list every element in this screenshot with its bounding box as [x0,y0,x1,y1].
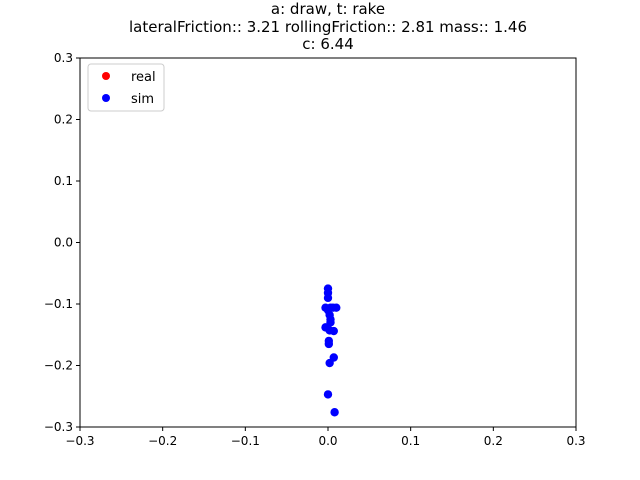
chart-title-line-1: a: draw, t: rake [271,0,385,18]
legend-label-sim: sim [131,92,154,107]
x-tick-label: −0.3 [65,434,94,448]
y-tick-label: −0.3 [44,420,73,434]
x-tick-label: −0.2 [148,434,177,448]
chart-title-line-3: c: 6.44 [302,35,353,53]
x-tick-label: 0.3 [566,434,585,448]
y-tick-label: 0.1 [54,174,73,188]
data-point-sim [324,339,334,349]
y-tick-label: 0.0 [54,236,73,250]
y-tick-label: 0.3 [54,51,73,65]
data-point-sim [332,303,341,312]
x-tick-label: −0.1 [231,434,260,448]
y-tick-label: −0.2 [44,359,73,373]
legend-marker-sim [102,94,110,102]
y-tick-label: −0.1 [44,297,73,311]
data-points [321,284,341,417]
chart-title: a: draw, t: rake lateralFriction:: 3.21 … [129,0,527,53]
x-tick-label: 0.0 [318,434,337,448]
y-axis: −0.3 −0.2 −0.1 0.0 0.1 0.2 0.3 [44,51,80,434]
data-point-sim [325,358,334,368]
x-tick-label: 0.1 [401,434,420,448]
y-tick-label: 0.2 [54,113,73,127]
chart-title-line-2: lateralFriction:: 3.21 rollingFriction::… [129,18,527,36]
data-point-sim [323,390,333,399]
data-point-sim [323,293,333,303]
data-point-sim [330,408,339,417]
legend-label-real: real [131,70,156,85]
x-axis: −0.3 −0.2 −0.1 0.0 0.1 0.2 0.3 [65,427,586,448]
x-tick-label: 0.2 [484,434,503,448]
data-point-sim [329,326,338,336]
legend-marker-real [102,72,110,80]
plot-area [79,57,577,428]
legend: real sim [87,63,165,112]
